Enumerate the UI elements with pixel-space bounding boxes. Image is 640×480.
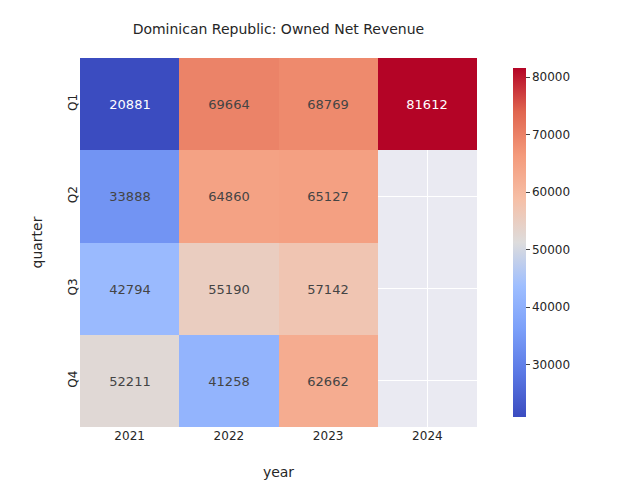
- svg-text:Q3: Q3: [66, 278, 80, 295]
- svg-text:Q1: Q1: [66, 94, 80, 111]
- svg-text:52211: 52211: [109, 374, 150, 389]
- svg-text:80000: 80000: [532, 70, 570, 84]
- svg-text:quarter: quarter: [29, 216, 45, 268]
- svg-text:41258: 41258: [208, 374, 249, 389]
- svg-text:20881: 20881: [109, 97, 150, 112]
- svg-text:60000: 60000: [532, 185, 570, 199]
- svg-text:55190: 55190: [208, 282, 249, 297]
- svg-text:57142: 57142: [307, 282, 348, 297]
- svg-text:2023: 2023: [313, 429, 344, 443]
- svg-text:64860: 64860: [208, 189, 249, 204]
- svg-text:42794: 42794: [109, 282, 150, 297]
- svg-text:2021: 2021: [114, 429, 145, 443]
- svg-text:2024: 2024: [412, 429, 443, 443]
- svg-text:40000: 40000: [532, 300, 570, 314]
- svg-text:Dominican Republic: Owned Net: Dominican Republic: Owned Net Revenue: [133, 21, 425, 37]
- svg-text:year: year: [263, 464, 294, 480]
- svg-text:Q4: Q4: [66, 371, 80, 388]
- svg-text:30000: 30000: [532, 358, 570, 372]
- svg-text:69664: 69664: [208, 97, 249, 112]
- svg-text:81612: 81612: [406, 97, 447, 112]
- svg-text:70000: 70000: [532, 128, 570, 142]
- svg-text:2022: 2022: [214, 429, 245, 443]
- svg-text:Q2: Q2: [66, 186, 80, 203]
- svg-text:62662: 62662: [307, 374, 348, 389]
- svg-text:65127: 65127: [307, 189, 348, 204]
- svg-text:50000: 50000: [532, 243, 570, 257]
- svg-text:68769: 68769: [307, 97, 348, 112]
- svg-text:33888: 33888: [109, 189, 150, 204]
